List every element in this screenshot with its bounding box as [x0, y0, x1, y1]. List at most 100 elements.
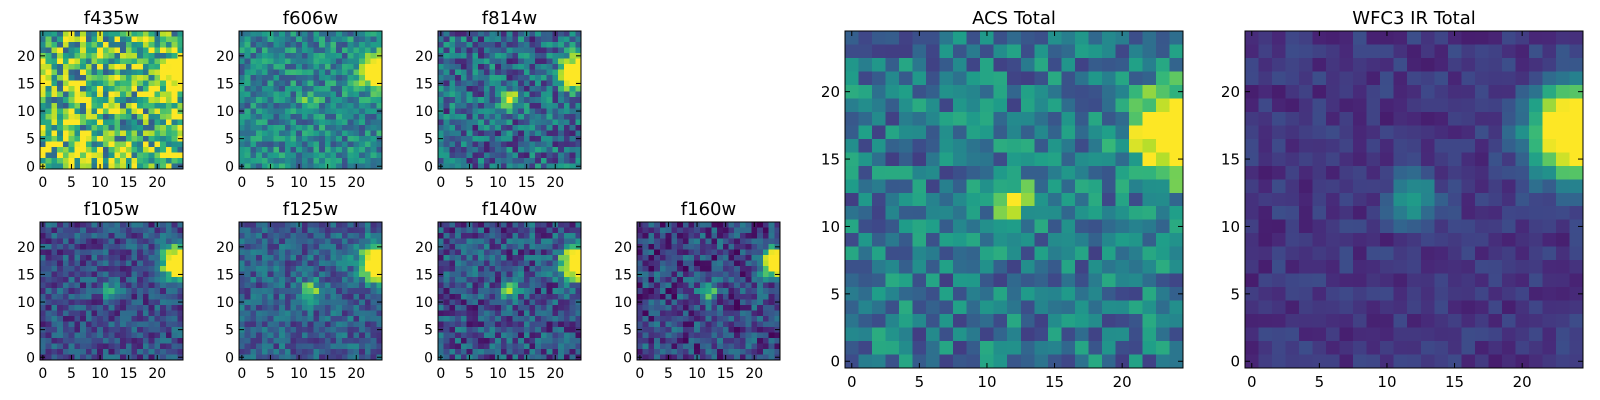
heatmap-cell [171, 227, 178, 234]
heatmap-cell [980, 57, 995, 73]
heatmap-cell [540, 326, 548, 333]
heatmap-cell [506, 304, 513, 311]
heatmap-cell [51, 348, 58, 356]
heatmap-cell [85, 113, 93, 120]
heatmap-cell [1142, 219, 1157, 234]
x-tick-label: 20 [546, 366, 564, 382]
heatmap-cell [845, 84, 860, 99]
x-tick-label: 20 [148, 366, 166, 382]
heatmap-cell [80, 113, 87, 120]
heatmap-cell [239, 304, 246, 311]
heatmap-cell [148, 124, 155, 131]
heatmap-cell [74, 227, 81, 234]
heatmap-cell [745, 244, 752, 251]
heatmap-cell [148, 326, 155, 333]
heatmap-cell [91, 124, 98, 131]
heatmap-cell [290, 64, 297, 71]
heatmap-cell [359, 47, 366, 54]
heatmap-cell [518, 102, 525, 109]
heatmap-cell [711, 332, 718, 339]
heatmap-cell [301, 288, 309, 295]
heatmap-cell [483, 97, 491, 104]
heatmap-cell [85, 31, 93, 38]
heatmap-cell [449, 108, 456, 115]
heatmap-cell [102, 299, 110, 306]
heatmap-cell [558, 86, 565, 93]
heatmap-cell [125, 343, 133, 350]
heatmap-cell [239, 42, 246, 49]
heatmap-cell [102, 80, 110, 87]
heatmap-cell [1074, 206, 1089, 221]
heatmap-cell [97, 47, 104, 54]
heatmap-cell [1074, 165, 1089, 180]
heatmap-cell [301, 293, 309, 300]
heatmap-cell [455, 124, 462, 131]
heatmap-cell [654, 277, 661, 284]
heatmap-cell [1074, 71, 1089, 86]
axes-frame [636, 221, 781, 361]
heatmap-cell [546, 119, 553, 126]
heatmap-cell [57, 113, 64, 120]
heatmap-cell [899, 219, 914, 234]
heatmap-cell [45, 304, 53, 311]
heatmap-cell [449, 282, 456, 289]
heatmap-cell [540, 47, 548, 54]
heatmap-cell [273, 244, 280, 251]
heatmap-cell [688, 348, 695, 356]
heatmap-cell [926, 138, 941, 153]
heatmap-cell [665, 293, 672, 300]
heatmap-cell [171, 271, 178, 278]
heatmap-cell [466, 80, 473, 87]
heatmap-cell [336, 332, 343, 339]
heatmap-cell [177, 75, 184, 82]
heatmap-cell [97, 97, 104, 104]
heatmap-cell [307, 348, 314, 356]
heatmap-cell [734, 337, 741, 345]
heatmap-cell [682, 255, 690, 262]
heatmap-cell [512, 146, 519, 154]
heatmap-cell [460, 102, 468, 109]
heatmap-cell [722, 310, 730, 317]
heatmap-cell [40, 141, 47, 148]
heatmap-cell [80, 102, 87, 109]
heatmap-cell [177, 42, 184, 49]
heatmap-cell [347, 299, 354, 306]
heatmap-cell [284, 102, 292, 109]
heatmap-cell [364, 288, 372, 295]
heatmap-cell [370, 310, 377, 317]
heatmap-cell [540, 277, 548, 284]
heatmap-cell [177, 332, 184, 339]
heatmap-cell [324, 152, 332, 159]
heatmap-cell [171, 102, 178, 109]
heatmap-cell [359, 124, 366, 131]
heatmap-cell [845, 152, 860, 167]
heatmap-cell [250, 157, 257, 165]
heatmap-cell [165, 326, 173, 333]
heatmap-cell [518, 288, 525, 295]
heatmap-cell [563, 227, 571, 234]
heatmap-cell [160, 337, 167, 345]
y-tick-label: 20 [415, 240, 433, 256]
heatmap-cell [74, 97, 81, 104]
heatmap-cell [239, 146, 246, 154]
heatmap-cell [682, 321, 690, 328]
axes-frame [437, 221, 582, 361]
heatmap-cell [489, 222, 496, 229]
heatmap-cell [688, 277, 695, 284]
heatmap-cell [1020, 192, 1035, 207]
heatmap-cell [523, 146, 531, 154]
heatmap-cell [523, 249, 531, 256]
heatmap-cell [552, 58, 559, 65]
heatmap-cell [512, 31, 519, 38]
heatmap-cell [359, 304, 366, 311]
heatmap-cell [449, 343, 456, 350]
heatmap-cell [529, 31, 536, 38]
heatmap-cell [489, 135, 496, 142]
heatmap-cell [483, 310, 491, 317]
heatmap-cell [256, 233, 263, 240]
heatmap-cell [443, 97, 451, 104]
heatmap-cell [1074, 192, 1089, 207]
heatmap-cell [495, 337, 502, 345]
heatmap-cell [177, 58, 184, 65]
heatmap-cell [694, 277, 701, 284]
